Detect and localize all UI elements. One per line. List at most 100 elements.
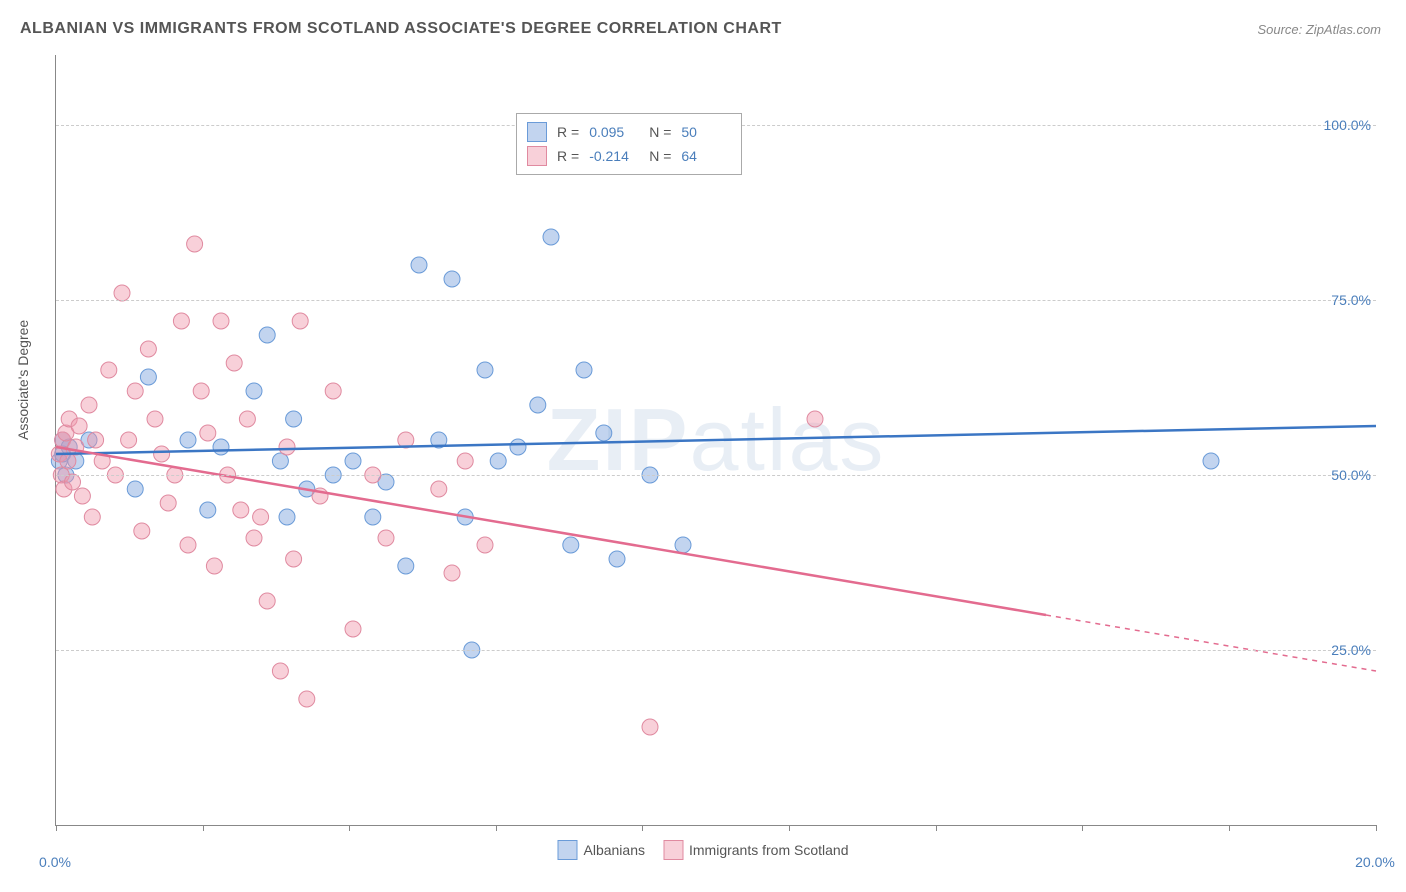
x-tick xyxy=(1376,825,1377,831)
data-point xyxy=(127,383,143,399)
data-point xyxy=(71,418,87,434)
data-point xyxy=(530,397,546,413)
data-point xyxy=(84,509,100,525)
data-point xyxy=(140,341,156,357)
legend-item-1: Immigrants from Scotland xyxy=(663,840,849,860)
y-axis-label: Associate's Degree xyxy=(15,320,31,440)
data-point xyxy=(233,502,249,518)
data-point xyxy=(253,509,269,525)
data-point xyxy=(398,558,414,574)
data-point xyxy=(286,551,302,567)
data-point xyxy=(65,474,81,490)
data-point xyxy=(596,425,612,441)
data-point xyxy=(74,488,90,504)
source-label: Source: ZipAtlas.com xyxy=(1257,22,1381,37)
data-point xyxy=(114,285,130,301)
data-point xyxy=(345,453,361,469)
data-point xyxy=(1203,453,1219,469)
x-tick xyxy=(789,825,790,831)
data-point xyxy=(444,271,460,287)
data-point xyxy=(286,411,302,427)
data-point xyxy=(299,691,315,707)
x-tick xyxy=(642,825,643,831)
chart-title: ALBANIAN VS IMMIGRANTS FROM SCOTLAND ASS… xyxy=(20,20,782,38)
data-point xyxy=(180,537,196,553)
data-point xyxy=(325,383,341,399)
data-point xyxy=(490,453,506,469)
data-point xyxy=(272,663,288,679)
data-point xyxy=(101,362,117,378)
data-point xyxy=(345,621,361,637)
data-point xyxy=(154,446,170,462)
x-tick xyxy=(1229,825,1230,831)
data-point xyxy=(81,397,97,413)
data-point xyxy=(239,411,255,427)
n-label: N = xyxy=(649,124,671,140)
regression-line xyxy=(56,447,1046,615)
data-point xyxy=(226,355,242,371)
data-point xyxy=(431,481,447,497)
data-point xyxy=(477,362,493,378)
regression-line-dashed xyxy=(1046,615,1376,671)
data-point xyxy=(279,509,295,525)
data-point xyxy=(510,439,526,455)
data-point xyxy=(563,537,579,553)
regression-line xyxy=(56,426,1376,454)
legend-swatch-0 xyxy=(558,840,578,860)
data-point xyxy=(140,369,156,385)
data-point xyxy=(576,362,592,378)
data-point xyxy=(807,411,823,427)
legend-swatch-1 xyxy=(527,146,547,166)
data-point xyxy=(477,537,493,553)
r-value-0: 0.095 xyxy=(589,124,639,140)
data-point xyxy=(206,558,222,574)
x-tick xyxy=(56,825,57,831)
data-point xyxy=(279,439,295,455)
data-point xyxy=(200,425,216,441)
legend-label-1: Immigrants from Scotland xyxy=(689,842,849,858)
data-point xyxy=(213,439,229,455)
x-tick xyxy=(203,825,204,831)
data-point xyxy=(457,453,473,469)
x-tick xyxy=(349,825,350,831)
n-label: N = xyxy=(649,148,671,164)
gridline xyxy=(56,300,1376,301)
data-point xyxy=(147,411,163,427)
data-point xyxy=(213,313,229,329)
correlation-legend: R = 0.095 N = 50 R = -0.214 N = 64 xyxy=(516,113,742,175)
x-tick xyxy=(936,825,937,831)
y-tick-label: 75.0% xyxy=(1331,292,1371,308)
gridline xyxy=(56,475,1376,476)
data-point xyxy=(642,719,658,735)
r-value-1: -0.214 xyxy=(589,148,639,164)
data-point xyxy=(173,313,189,329)
x-tick-label: 0.0% xyxy=(39,854,71,870)
data-point xyxy=(88,432,104,448)
y-tick-label: 50.0% xyxy=(1331,467,1371,483)
legend-swatch-0 xyxy=(527,122,547,142)
data-point xyxy=(259,327,275,343)
y-tick-label: 100.0% xyxy=(1324,117,1371,133)
legend-label-0: Albanians xyxy=(584,842,646,858)
n-value-1: 64 xyxy=(681,148,731,164)
data-point xyxy=(675,537,691,553)
data-point xyxy=(60,453,76,469)
r-label: R = xyxy=(557,148,579,164)
gridline xyxy=(56,650,1376,651)
legend-row-series-0: R = 0.095 N = 50 xyxy=(527,120,731,144)
series-legend: Albanians Immigrants from Scotland xyxy=(558,840,849,860)
data-point xyxy=(365,509,381,525)
data-point xyxy=(134,523,150,539)
legend-swatch-1 xyxy=(663,840,683,860)
n-value-0: 50 xyxy=(681,124,731,140)
data-point xyxy=(609,551,625,567)
data-point xyxy=(411,257,427,273)
data-point xyxy=(160,495,176,511)
data-point xyxy=(200,502,216,518)
x-tick-label: 20.0% xyxy=(1355,854,1395,870)
data-point xyxy=(187,236,203,252)
data-point xyxy=(259,593,275,609)
r-label: R = xyxy=(557,124,579,140)
x-tick xyxy=(496,825,497,831)
data-point xyxy=(246,530,262,546)
